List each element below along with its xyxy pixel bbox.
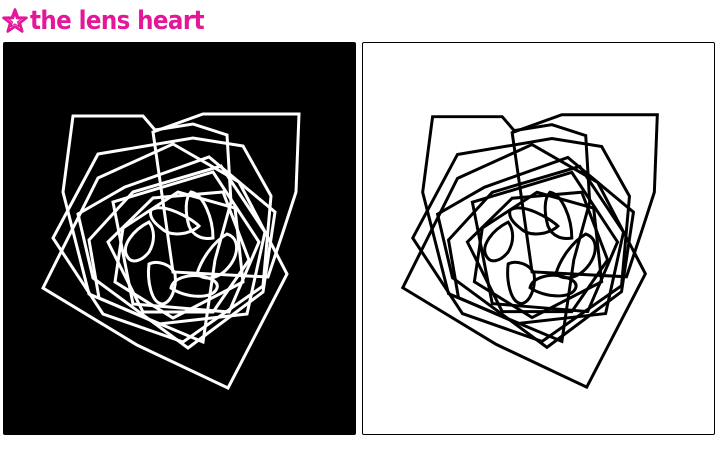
rose-line-art bbox=[401, 113, 659, 389]
star-outline-icon bbox=[2, 8, 28, 33]
rose-line-art-inverted bbox=[41, 112, 301, 390]
site-header: the lens heart bbox=[2, 4, 205, 38]
site-title: the lens heart bbox=[30, 5, 205, 35]
inverted-rose-panel bbox=[3, 42, 356, 435]
positive-rose-panel bbox=[362, 42, 715, 435]
